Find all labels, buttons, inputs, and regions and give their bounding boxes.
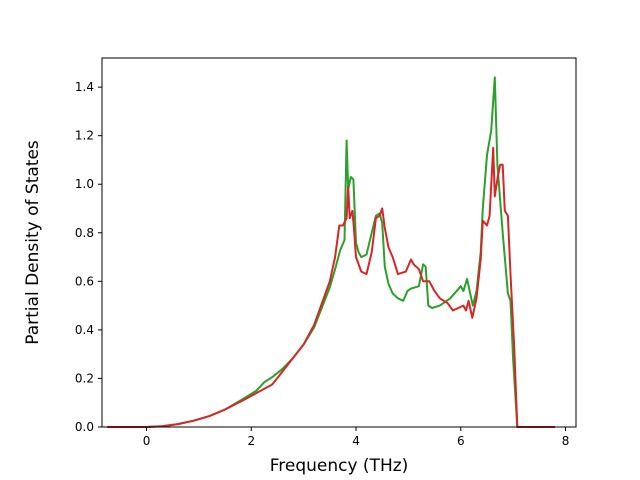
y-tick-label: 0.4 <box>75 323 94 337</box>
y-tick-label: 1.4 <box>75 80 94 94</box>
y-tick-label: 0.0 <box>75 420 94 434</box>
y-axis-title: Partial Density of States <box>23 140 43 345</box>
x-tick-label: 2 <box>247 434 255 448</box>
x-axis-title: Frequency (THz) <box>270 456 409 476</box>
series-layer <box>107 76 555 428</box>
x-tick-label: 8 <box>562 434 570 448</box>
tick-layer: 0 2 4 6 8 0.0 0.2 0.4 0.6 0.8 1.0 1.2 1.4 <box>75 80 569 448</box>
series-line-2 <box>107 146 555 428</box>
x-tick-label: 6 <box>457 434 465 448</box>
y-tick-label: 0.8 <box>75 226 94 240</box>
y-tick-label: 1.0 <box>75 177 94 191</box>
y-tick-label: 1.2 <box>75 129 94 143</box>
x-tick-label: 4 <box>352 434 360 448</box>
y-tick-label: 0.6 <box>75 274 94 288</box>
x-tick-label: 0 <box>143 434 151 448</box>
plot-area-frame <box>101 57 577 428</box>
y-tick-label: 0.2 <box>75 371 94 385</box>
